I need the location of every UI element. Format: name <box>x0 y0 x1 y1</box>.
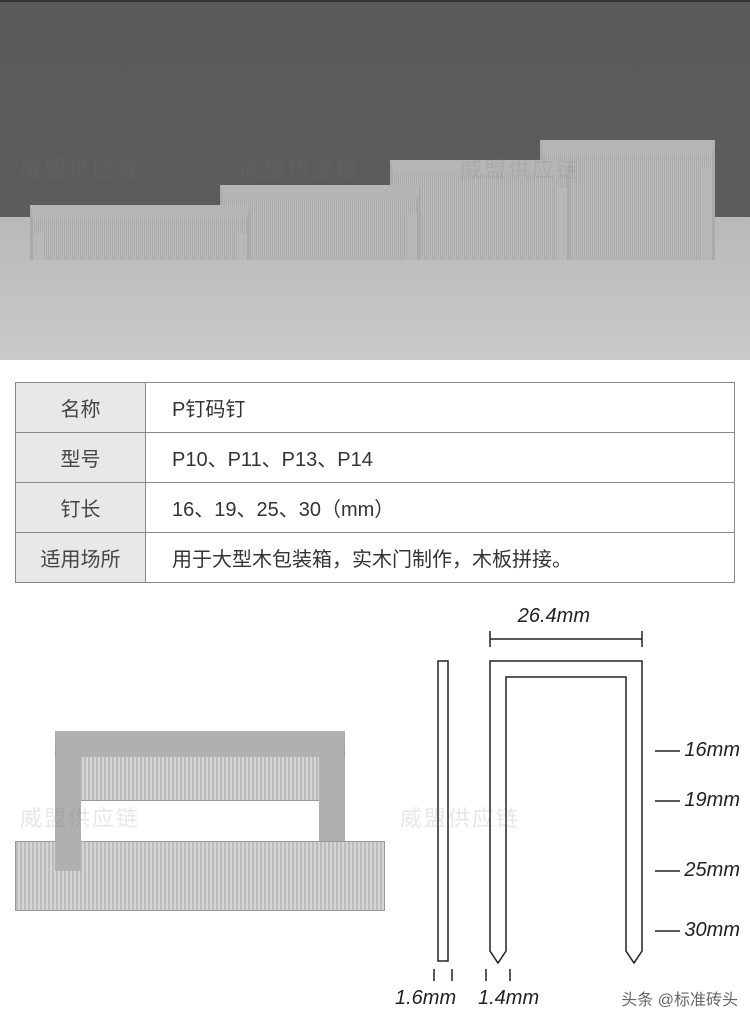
spec-label: 钉长 <box>16 483 146 533</box>
watermark-text: 威盟供应链 <box>20 152 140 184</box>
spec-label: 名称 <box>16 383 146 433</box>
spec-value: P10、P11、P13、P14 <box>146 433 735 483</box>
watermark-text: 威盟供应链 <box>400 801 520 833</box>
length-dimension-4: 30mm <box>684 919 740 942</box>
spec-value: 用于大型木包装箱，实木门制作，木板拼接。 <box>146 533 735 583</box>
table-row: 适用场所 用于大型木包装箱，实木门制作，木板拼接。 <box>16 533 735 583</box>
width-dimension: 26.4mm <box>518 605 590 628</box>
table-row: 钉长 16、19、25、30（mm） <box>16 483 735 533</box>
staple-sample-2 <box>220 185 420 260</box>
spec-value: 16、19、25、30（mm） <box>146 483 735 533</box>
spec-value: P钉码钉 <box>146 383 735 433</box>
length-dimension-3: 25mm <box>684 859 740 882</box>
table-row: 型号 P10、P11、P13、P14 <box>16 433 735 483</box>
spec-label: 适用场所 <box>16 533 146 583</box>
spec-table: 名称 P钉码钉 型号 P10、P11、P13、P14 钉长 16、19、25、3… <box>15 382 735 583</box>
watermark-text: 威盟供应链 <box>20 801 140 833</box>
length-dimension-1: 16mm <box>684 739 740 762</box>
diagram-area: 26.4mm 16mm 19mm 25mm 30mm 1.6mm 1.4mm 威… <box>0 601 750 1031</box>
staple-sample-1 <box>30 205 250 260</box>
watermark-text: 威盟供应链 <box>240 152 360 184</box>
thickness-left: 1.6mm <box>395 987 456 1010</box>
attribution-text: 头条 @标准砖头 <box>621 986 738 1010</box>
thickness-right: 1.4mm <box>478 987 539 1010</box>
length-dimension-2: 19mm <box>684 789 740 812</box>
product-photo-area: 威盟供应链 威盟供应链 威盟供应链 <box>0 0 750 360</box>
table-row: 名称 P钉码钉 <box>16 383 735 433</box>
spec-label: 型号 <box>16 433 146 483</box>
watermark-text: 威盟供应链 <box>460 152 580 184</box>
